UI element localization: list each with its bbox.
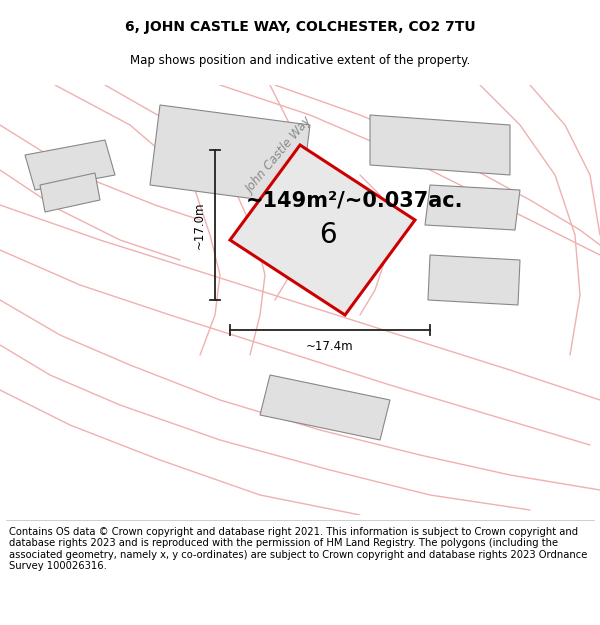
Polygon shape	[260, 375, 390, 440]
Polygon shape	[428, 255, 520, 305]
Polygon shape	[370, 115, 510, 175]
Text: ~17.0m: ~17.0m	[193, 201, 205, 249]
Polygon shape	[40, 173, 100, 212]
Polygon shape	[230, 145, 415, 315]
Text: 6, JOHN CASTLE WAY, COLCHESTER, CO2 7TU: 6, JOHN CASTLE WAY, COLCHESTER, CO2 7TU	[125, 20, 475, 34]
Polygon shape	[425, 185, 520, 230]
Text: John Castle Way: John Castle Way	[244, 114, 316, 196]
Polygon shape	[150, 105, 310, 205]
Text: ~17.4m: ~17.4m	[306, 339, 354, 352]
Text: 6: 6	[319, 221, 337, 249]
Text: ~149m²/~0.037ac.: ~149m²/~0.037ac.	[246, 190, 464, 210]
Text: Map shows position and indicative extent of the property.: Map shows position and indicative extent…	[130, 54, 470, 68]
Text: Contains OS data © Crown copyright and database right 2021. This information is : Contains OS data © Crown copyright and d…	[9, 526, 587, 571]
Polygon shape	[25, 140, 115, 190]
